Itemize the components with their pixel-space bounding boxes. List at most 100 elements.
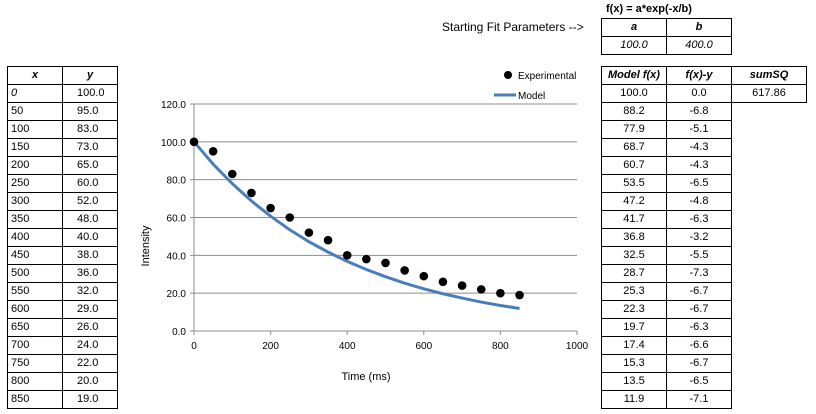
cell-y[interactable]: 48.0 [62, 210, 118, 229]
cell-x[interactable]: 850 [7, 390, 63, 409]
cell-x[interactable]: 250 [7, 174, 63, 193]
cell-y[interactable]: 60.0 [62, 174, 118, 193]
x-tick-label: 0 [191, 341, 197, 352]
cell-x[interactable]: 200 [7, 156, 63, 175]
cell-y[interactable]: 38.0 [62, 246, 118, 265]
cell-y[interactable]: 36.0 [62, 264, 118, 283]
param-b-cell[interactable]: 400.0 [666, 36, 732, 55]
cell-model-fx[interactable]: 25.3 [601, 282, 667, 301]
cell-model-fx[interactable]: 15.3 [601, 354, 667, 373]
cell-fx-minus-y[interactable]: -6.5 [666, 174, 732, 193]
data-table-row: 600 29.0 [7, 300, 118, 319]
cell-y[interactable]: 24.0 [62, 336, 118, 355]
chart[interactable]: 0.0 20.0 40.0 60.0 80.0 100.0 120.0 0 200 400 600 8… [130, 62, 590, 392]
header-fx-minus-y[interactable]: f(x)-y [666, 66, 732, 85]
cell-model-fx[interactable]: 41.7 [601, 210, 667, 229]
cell-x[interactable]: 100 [7, 120, 63, 139]
data-table-row: 250 60.0 [7, 174, 118, 193]
cell-model-fx[interactable]: 53.5 [601, 174, 667, 193]
cell-model-fx[interactable]: 28.7 [601, 264, 667, 283]
cell-x[interactable]: 50 [7, 102, 63, 121]
model-table-row: 15.3 -6.7 [601, 354, 807, 373]
experimental-point [208, 146, 218, 156]
cell-x[interactable]: 500 [7, 264, 63, 283]
cell-x[interactable]: 800 [7, 372, 63, 391]
header-x[interactable]: x [7, 66, 63, 85]
header-model-fx[interactable]: Model f(x) [601, 66, 667, 85]
cell-y[interactable]: 40.0 [62, 228, 118, 247]
cell-x[interactable]: 700 [7, 336, 63, 355]
cell-fx-minus-y[interactable]: -6.7 [666, 282, 732, 301]
cell-model-fx[interactable]: 88.2 [601, 102, 667, 121]
cell-y[interactable]: 19.0 [62, 390, 118, 409]
cell-model-fx[interactable]: 19.7 [601, 318, 667, 337]
x-tick-label: 1000 [566, 341, 589, 352]
cell-fx-minus-y[interactable]: -5.1 [666, 120, 732, 139]
experimental-point [189, 137, 199, 147]
cell-y[interactable]: 52.0 [62, 192, 118, 211]
cell-y[interactable]: 95.0 [62, 102, 118, 121]
cell-fx-minus-y[interactable]: -6.8 [666, 102, 732, 121]
cell-fx-minus-y[interactable]: -3.2 [666, 228, 732, 247]
data-table-row: 150 73.0 [7, 138, 118, 157]
cell-x[interactable]: 0 [7, 84, 63, 103]
header-sumsq[interactable]: sumSQ [731, 66, 807, 85]
experimental-point [438, 277, 448, 287]
cell-fx-minus-y[interactable]: -6.7 [666, 354, 732, 373]
param-a-cell[interactable]: 100.0 [601, 36, 667, 55]
experimental-point [457, 281, 467, 290]
cell-x[interactable]: 650 [7, 318, 63, 337]
cell-model-fx[interactable]: 68.7 [601, 138, 667, 157]
cell-fx-minus-y[interactable]: -6.6 [666, 336, 732, 355]
header-y[interactable]: y [62, 66, 118, 85]
cell-model-fx[interactable]: 13.5 [601, 372, 667, 391]
cell-fx-minus-y[interactable]: -4.3 [666, 156, 732, 175]
experimental-point [496, 288, 505, 298]
cell-y[interactable]: 73.0 [62, 138, 118, 157]
cell-x[interactable]: 600 [7, 300, 63, 319]
cell-fx-minus-y[interactable]: -6.7 [666, 300, 732, 319]
cell-y[interactable]: 29.0 [62, 300, 118, 319]
cell-x[interactable]: 350 [7, 210, 63, 229]
chart-series [189, 137, 524, 310]
cell-x[interactable]: 150 [7, 138, 63, 157]
cell-model-fx[interactable]: 100.0 [601, 84, 667, 103]
cell-fx-minus-y[interactable]: -6.3 [666, 210, 732, 229]
cell-y[interactable]: 32.0 [62, 282, 118, 301]
cell-y[interactable]: 83.0 [62, 120, 118, 139]
cell-model-fx[interactable]: 11.9 [601, 390, 667, 409]
cell-fx-minus-y[interactable]: -6.5 [666, 372, 732, 391]
cell-x[interactable]: 400 [7, 228, 63, 247]
y-tick-label: 20.0 [167, 289, 187, 300]
cell-y[interactable]: 65.0 [62, 156, 118, 175]
cell-fx-minus-y[interactable]: -6.3 [666, 318, 732, 337]
cell-model-fx[interactable]: 60.7 [601, 156, 667, 175]
cell-fx-minus-y[interactable]: 0.0 [666, 84, 732, 103]
cell-x[interactable]: 300 [7, 192, 63, 211]
cell-x[interactable]: 450 [7, 246, 63, 265]
cell-model-fx[interactable]: 36.8 [601, 228, 667, 247]
cell-y[interactable]: 26.0 [62, 318, 118, 337]
chart-gridlines [194, 103, 577, 294]
param-a-header[interactable]: a [601, 18, 667, 37]
cell-model-fx[interactable]: 47.2 [601, 192, 667, 211]
cell-fx-minus-y[interactable]: -4.3 [666, 138, 732, 157]
cell-model-fx[interactable]: 32.5 [601, 246, 667, 265]
cell-fx-minus-y[interactable]: -7.1 [666, 390, 732, 409]
cell-y[interactable]: 22.0 [62, 354, 118, 373]
param-b-header[interactable]: b [666, 18, 732, 37]
cell-model-fx[interactable]: 77.9 [601, 120, 667, 139]
cell-sumsq[interactable]: 617.86 [731, 84, 807, 103]
cell-y[interactable]: 20.0 [62, 372, 118, 391]
cell-x[interactable]: 750 [7, 354, 63, 373]
cell-model-fx[interactable]: 22.3 [601, 300, 667, 319]
cell-fx-minus-y[interactable]: -5.5 [666, 246, 732, 265]
data-table-row: 650 26.0 [7, 318, 118, 337]
cell-model-fx[interactable]: 17.4 [601, 336, 667, 355]
cell-fx-minus-y[interactable]: -4.8 [666, 192, 732, 211]
cell-x[interactable]: 550 [7, 282, 63, 301]
model-table-row: 41.7 -6.3 [601, 210, 807, 229]
cell-y[interactable]: 100.0 [62, 84, 118, 103]
cell-fx-minus-y[interactable]: -7.3 [666, 264, 732, 283]
model-table-row: 32.5 -5.5 [601, 246, 807, 265]
